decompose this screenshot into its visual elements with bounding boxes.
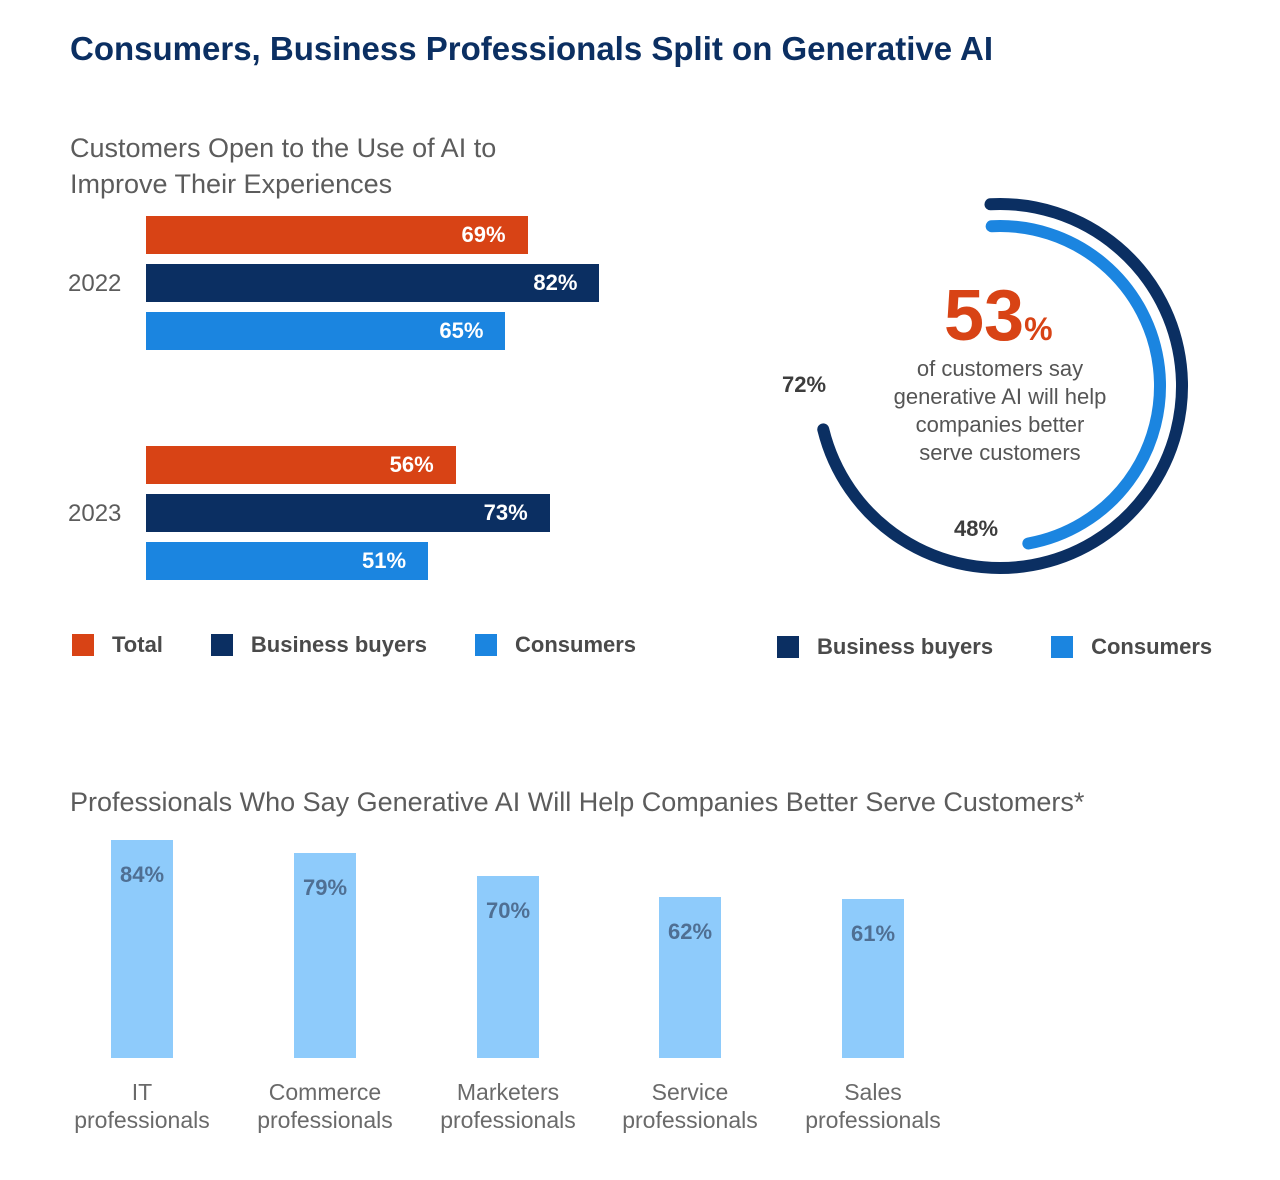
chart1-title: Customers Open to the Use of AI to Impro… — [70, 133, 497, 199]
category-label-it: IT professionals — [57, 1078, 227, 1134]
chart3-title: Professionals Who Say Generative AI Will… — [70, 787, 1085, 817]
bar-value-marketers: 70% — [485, 898, 531, 923]
bar-marketers-professionals — [477, 876, 539, 1058]
ring-arc-business-buyers — [817, 198, 1188, 574]
legend2-label-business-buyers: Business buyers — [817, 634, 994, 659]
bar-value-commerce: 79% — [302, 874, 348, 900]
legend2-label-consumers: Consumers — [1091, 634, 1213, 659]
bar-it-professionals — [111, 839, 173, 1058]
bar-2022-consumers — [146, 312, 506, 350]
category-label-line: Service — [651, 1079, 729, 1105]
headline-value: 53% — [944, 280, 1053, 365]
bar-value-service: 62% — [667, 918, 713, 944]
category-label-line: IT — [131, 1079, 153, 1105]
headline-unit: % — [1024, 311, 1053, 347]
category-label-line: professionals — [440, 1107, 576, 1133]
legend-item-total: Total — [72, 632, 163, 658]
category-label-sales: Sales professionals — [788, 1078, 958, 1134]
bar-2023-business-buyers — [146, 494, 550, 532]
legend2-item-consumers: Consumers — [1051, 634, 1212, 660]
category-label-marketers: Marketers professionals — [423, 1078, 593, 1134]
bar-2022-total — [146, 216, 528, 254]
year-label-2022: 2022 — [68, 270, 122, 297]
ring-label-business-buyers: 72% — [782, 372, 827, 397]
bar-2023-consumers — [146, 542, 429, 580]
legend-item-business-buyers: Business buyers — [210, 632, 427, 658]
category-label-line: professionals — [805, 1107, 941, 1133]
year-label-2023: 2023 — [68, 500, 122, 527]
page-title: Consumers, Business Professionals Split … — [70, 30, 994, 67]
category-label-line: Sales — [844, 1079, 902, 1105]
bar-label-2022-business-buyers: 82% — [533, 270, 578, 295]
legend-item-consumers: Consumers — [475, 632, 636, 658]
bar-value-it: 84% — [119, 861, 165, 887]
category-label-line: Commerce — [268, 1079, 382, 1105]
bar-service-professionals — [659, 896, 721, 1058]
bar-commerce-professionals — [294, 852, 356, 1058]
category-label-line: professionals — [74, 1107, 210, 1133]
legend2-item-business-buyers: Business buyers — [777, 634, 993, 660]
bar-label-2022-total: 69% — [461, 222, 506, 247]
legend-swatch-business-buyers — [210, 634, 233, 656]
chart1-legend: Total Business buyers Consumers — [72, 632, 684, 658]
legend-swatch-total — [72, 634, 94, 656]
headline-number: 53 — [944, 276, 1025, 356]
category-label-line: professionals — [257, 1107, 393, 1133]
category-label-service: Service professionals — [605, 1078, 775, 1134]
bar-label-2022-consumers: 65% — [439, 318, 484, 343]
bar-label-2023-consumers: 51% — [361, 548, 407, 573]
ring-arc-consumers — [985, 220, 1166, 550]
legend2-swatch-business-buyers — [777, 636, 799, 658]
bar-label-2023-total: 56% — [389, 452, 434, 477]
category-label-line: Marketers — [456, 1079, 560, 1105]
bar-sales-professionals — [842, 899, 904, 1058]
bar-2023-total — [146, 446, 456, 484]
headline-text: of customers say generative AI will help… — [893, 356, 1107, 465]
legend-label-consumers: Consumers — [515, 632, 637, 657]
legend2-swatch-consumers — [1051, 636, 1074, 658]
category-label-commerce: Commerce professionals — [240, 1078, 410, 1134]
legend-label-total: Total — [112, 632, 163, 657]
bar-label-2023-business-buyers: 73% — [483, 500, 528, 525]
legend-label-business-buyers: Business buyers — [250, 632, 427, 657]
bar-value-sales: 61% — [850, 921, 896, 947]
category-label-line: professionals — [622, 1107, 758, 1133]
ring-label-consumers: 48% — [954, 516, 999, 541]
legend-swatch-consumers — [475, 634, 497, 656]
chart2-legend: Business buyers Consumers — [777, 634, 1260, 660]
bar-2022-business-buyers — [146, 264, 600, 302]
